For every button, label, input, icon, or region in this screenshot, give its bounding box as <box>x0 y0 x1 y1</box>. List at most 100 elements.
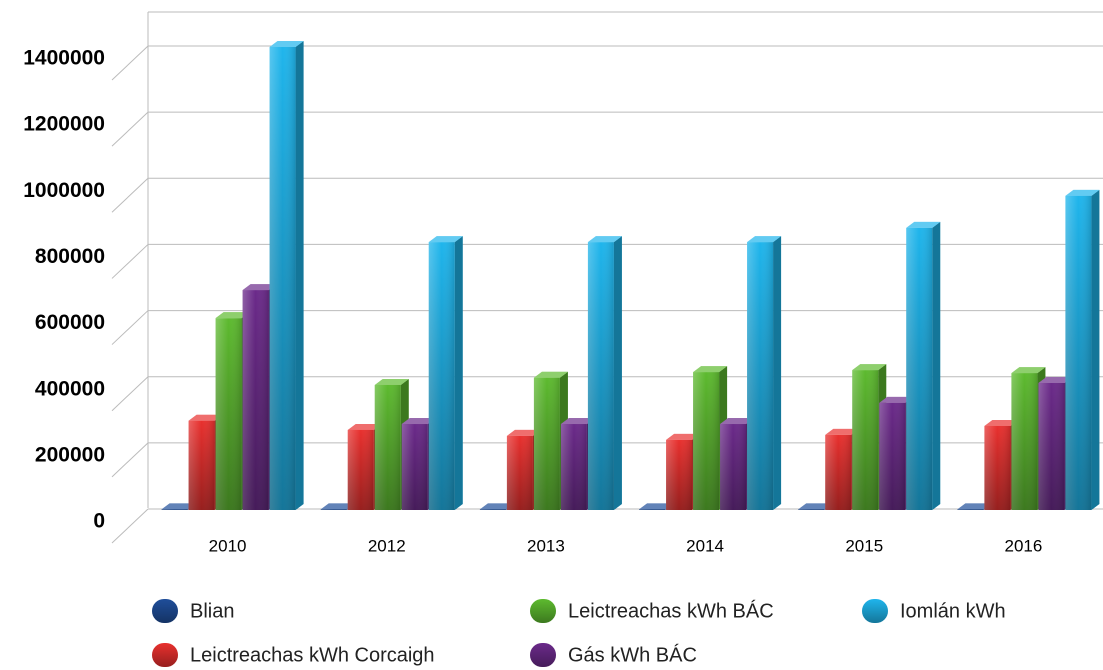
legend-swatch-shade <box>862 599 888 623</box>
bar-shade <box>269 47 296 510</box>
bar-top-shade <box>533 371 568 378</box>
bar-top <box>428 236 463 243</box>
bar-top-shade <box>188 414 223 421</box>
bar-top <box>506 429 541 436</box>
bar-shade <box>506 435 533 510</box>
bar-shade <box>906 227 933 511</box>
bar-shade <box>1038 383 1065 510</box>
bar-shade <box>693 372 720 510</box>
bar-top <box>639 503 674 510</box>
bar-shade <box>666 439 693 510</box>
bar-top-shade <box>479 503 514 510</box>
bar-side-shade <box>1091 189 1100 511</box>
bar-top-shade <box>747 236 782 243</box>
bar-top <box>188 414 223 421</box>
bar-shade <box>428 242 455 510</box>
bar-top-shade <box>215 312 250 319</box>
legend-label: Gás kWh BÁC <box>568 643 697 666</box>
bar-shade <box>533 377 560 510</box>
bar-side-shade <box>613 236 622 510</box>
grid-line <box>111 376 149 412</box>
bar-top-shade <box>1011 367 1046 374</box>
bar-shade <box>852 370 879 510</box>
bar-top <box>401 418 436 425</box>
bar-side-shade <box>454 236 463 510</box>
bar-top-shade <box>161 503 196 510</box>
legend-swatch-shade <box>152 643 178 667</box>
x-tick-label: 2010 <box>209 536 247 555</box>
bar-top <box>825 428 860 435</box>
grid-line <box>111 45 149 81</box>
grid-line <box>111 244 149 279</box>
bar-top-shade <box>242 284 277 291</box>
bar-side <box>1091 189 1100 511</box>
bar-shade <box>720 424 747 510</box>
bar-shade <box>560 424 587 510</box>
bar-top <box>957 503 992 510</box>
x-tick-label: 2016 <box>1005 536 1043 555</box>
bar-top <box>242 284 277 291</box>
bar-top-shade <box>587 236 622 243</box>
bar-shade <box>188 420 215 510</box>
legend-label: Iomlán kWh <box>900 600 1006 622</box>
bar-top <box>1011 367 1046 374</box>
legend: Blian Leictreachas kWh Corcaigh Leictreach… <box>152 599 1006 667</box>
bar-shade <box>1065 195 1092 511</box>
bar-top <box>479 503 514 510</box>
bar-top-shade <box>984 419 1019 426</box>
legend-label: Leictreachas kWh BÁC <box>568 599 774 622</box>
bar-top-shade <box>906 221 941 228</box>
bar-top-shade <box>825 428 860 435</box>
bar-top-shade <box>639 503 674 510</box>
y-tick-label: 0 <box>93 510 105 533</box>
bar-top <box>347 423 382 430</box>
bar-shade <box>984 425 1011 510</box>
bar-shade <box>957 509 984 510</box>
bar-shade <box>825 434 852 510</box>
bar-top-shade <box>401 418 436 425</box>
bar-top-shade <box>879 396 914 403</box>
bar-side <box>613 236 622 510</box>
bar-shade <box>747 242 774 510</box>
x-tick-label: 2014 <box>686 536 724 555</box>
bar-side <box>454 236 463 510</box>
x-tick-label: 2012 <box>368 536 406 555</box>
y-tick-label: 600000 <box>35 311 105 334</box>
legend-swatch-shade <box>152 599 178 623</box>
bar-top <box>720 418 755 425</box>
legend-label: Leictreachas kWh Corcaigh <box>190 644 435 666</box>
grid-line <box>111 508 149 544</box>
y-tick-label: 1200000 <box>23 113 105 136</box>
bar-top <box>560 418 595 425</box>
grid-line <box>111 442 149 478</box>
bar-top-shade <box>957 503 992 510</box>
bar-shade <box>242 290 269 510</box>
x-tick-label: 2015 <box>845 536 883 555</box>
bar-top-shade <box>693 366 728 373</box>
bar-side-shade <box>773 236 782 510</box>
bar-top-shade <box>1038 377 1073 384</box>
bar-shade <box>161 509 188 510</box>
grid-line <box>111 111 149 147</box>
bar-top <box>666 433 701 440</box>
bar-shade <box>587 242 614 510</box>
bar-side <box>773 236 782 510</box>
bar-shade <box>374 384 401 510</box>
y-tick-label: 1400000 <box>23 47 105 70</box>
bar-top <box>798 503 833 510</box>
bar-top-shade <box>720 418 755 425</box>
bar-top-shade <box>666 433 701 440</box>
x-tick-label: 2013 <box>527 536 565 555</box>
bar-top-shade <box>1065 189 1100 196</box>
bar-top-shade <box>852 364 887 371</box>
bar-top <box>587 236 622 243</box>
bar-shade <box>320 509 347 510</box>
bar-top <box>320 503 355 510</box>
bar-side <box>295 41 304 510</box>
legend-label: Blian <box>190 600 234 622</box>
bar-shade <box>798 509 825 510</box>
bar-top-shade <box>506 429 541 436</box>
bar-shade <box>215 318 242 510</box>
bar-top <box>533 371 568 378</box>
